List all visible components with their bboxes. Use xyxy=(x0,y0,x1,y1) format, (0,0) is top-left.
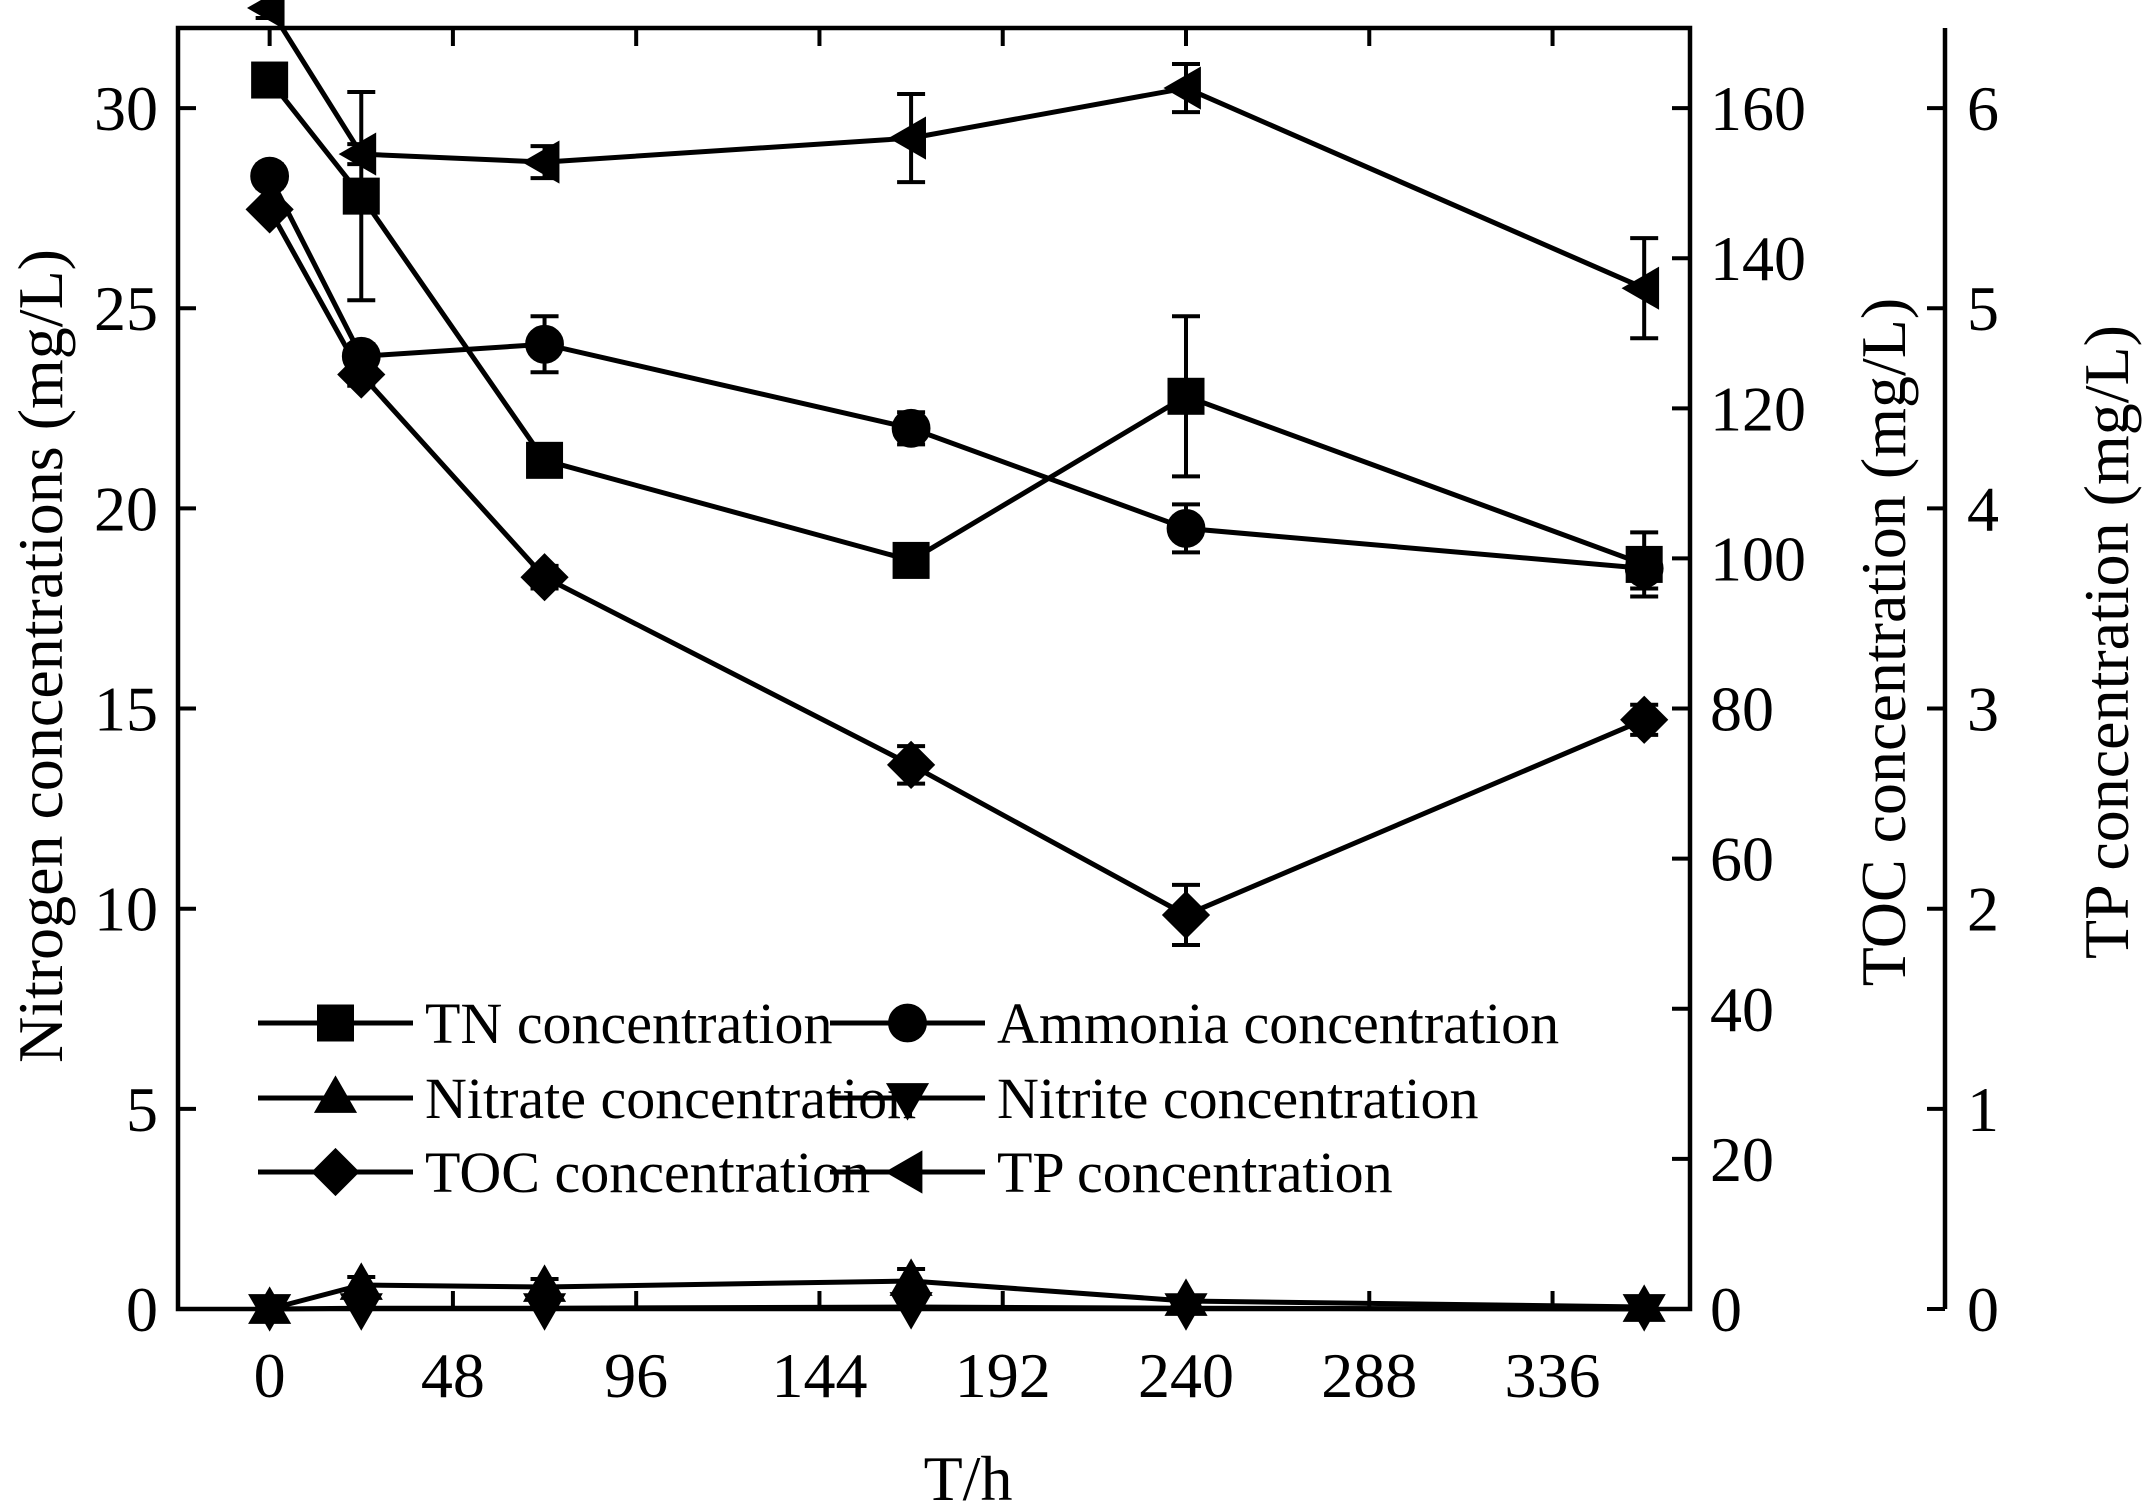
series-triangle-down xyxy=(248,1292,1666,1332)
legend-label: TOC concentration xyxy=(425,1140,870,1205)
y-axis-title-left: Nitrogen concentrations (mg/L) xyxy=(5,249,76,1063)
x-tick-label: 96 xyxy=(604,1340,668,1411)
y-toc-tick-label: 40 xyxy=(1710,974,1774,1045)
series-line xyxy=(267,208,1646,918)
x-tick-label: 0 xyxy=(254,1340,286,1411)
y-axis-title-tp: TP concentration (mg/L) xyxy=(2071,325,2142,959)
y-left-tick-label: 20 xyxy=(94,473,158,544)
legend-label: Nitrite concentration xyxy=(997,1066,1479,1131)
legend-marker xyxy=(885,1083,930,1121)
series-line xyxy=(267,78,1646,567)
y-left-tick-label: 0 xyxy=(126,1274,158,1345)
y-toc-tick-label: 0 xyxy=(1710,1274,1742,1345)
y-toc-tick-label: 120 xyxy=(1710,373,1806,444)
y-axis-title-toc: TOC concentration (mg/L) xyxy=(1848,298,1919,986)
data-point xyxy=(247,0,285,30)
legend-item: Nitrite concentration xyxy=(830,1066,1479,1131)
legend-item: TN concentration xyxy=(258,991,832,1056)
x-tick-label: 336 xyxy=(1505,1340,1601,1411)
series-triangle-left xyxy=(247,0,1660,341)
y-tp-tick-label: 1 xyxy=(1967,1074,1999,1145)
data-point xyxy=(889,1292,933,1330)
series-group xyxy=(245,0,1669,1332)
data-point xyxy=(1622,1294,1666,1332)
data-point xyxy=(521,140,560,184)
x-tick-label: 144 xyxy=(771,1340,867,1411)
series-line xyxy=(269,1304,1645,1312)
data-point xyxy=(886,740,936,789)
legend-marker xyxy=(888,1003,927,1043)
series-line xyxy=(267,6,1646,291)
y-toc-tick-label: 80 xyxy=(1710,674,1774,745)
x-tick-label: 240 xyxy=(1138,1340,1234,1411)
legend-marker xyxy=(313,1075,358,1113)
x-tick-label: 288 xyxy=(1321,1340,1417,1411)
data-point xyxy=(891,408,931,448)
y-left-tick-label: 5 xyxy=(126,1074,158,1145)
legend-label: TN concentration xyxy=(425,991,832,1056)
data-point xyxy=(338,132,377,176)
data-point xyxy=(1166,508,1206,548)
y-tp-tick-label: 0 xyxy=(1967,1274,1999,1345)
legend-marker xyxy=(884,1150,923,1194)
data-point xyxy=(526,441,564,479)
y-toc-tick-label: 160 xyxy=(1710,73,1806,144)
legend-item: TP concentration xyxy=(830,1140,1393,1205)
data-point xyxy=(1620,695,1669,744)
data-point xyxy=(888,116,926,160)
y-left-tick-label: 30 xyxy=(94,73,158,144)
y-tp-tick-label: 3 xyxy=(1967,674,1999,745)
data-point xyxy=(1163,66,1201,110)
legend-item: Ammonia concentration xyxy=(830,991,1559,1056)
y-tp-tick-label: 2 xyxy=(1967,874,1999,945)
data-point xyxy=(1621,266,1660,310)
series-diamond xyxy=(245,185,1669,947)
y-tp-tick-label: 4 xyxy=(1967,473,1999,544)
data-point xyxy=(1167,377,1205,415)
legend-label: TP concentration xyxy=(997,1140,1393,1205)
data-point xyxy=(889,1258,933,1296)
legend-label: Ammonia concentration xyxy=(997,991,1559,1056)
x-tick-label: 48 xyxy=(421,1340,485,1411)
y-tp-tick-label: 5 xyxy=(1967,273,1999,344)
data-point xyxy=(522,1293,567,1331)
legend-item: TOC concentration xyxy=(258,1140,870,1205)
legend-marker xyxy=(311,1147,360,1197)
legend: TN concentration Ammonia concentration Nit… xyxy=(258,991,1559,1205)
y-toc-tick-label: 20 xyxy=(1710,1124,1774,1195)
data-point xyxy=(1161,890,1211,940)
x-tick-label: 192 xyxy=(955,1340,1051,1411)
data-point xyxy=(1624,549,1664,588)
y-left-tick-label: 25 xyxy=(94,273,158,344)
y-left-tick-label: 15 xyxy=(94,674,158,745)
data-point xyxy=(520,553,569,602)
data-point xyxy=(892,541,930,579)
x-axis-title: T/h xyxy=(924,1443,1013,1508)
y-toc-tick-label: 100 xyxy=(1710,523,1806,594)
data-point xyxy=(245,185,294,234)
legend-marker xyxy=(317,1004,354,1042)
y-toc-tick-label: 140 xyxy=(1710,223,1806,294)
data-point xyxy=(248,1294,292,1332)
data-point xyxy=(525,324,564,364)
y-left-tick-label: 10 xyxy=(94,874,158,945)
series-line xyxy=(267,174,1645,571)
data-point xyxy=(339,1293,383,1331)
data-point xyxy=(342,177,380,215)
data-point xyxy=(1164,1293,1208,1331)
legend-item: Nitrate concentration xyxy=(258,1066,916,1131)
data-point xyxy=(337,350,386,399)
series-square xyxy=(251,61,1663,599)
y-tp-tick-label: 6 xyxy=(1967,73,1999,144)
axes-group: 0 48 96 144 192 240 288 33605101520253002040608… xyxy=(94,25,1999,1411)
y-toc-tick-label: 60 xyxy=(1710,824,1774,895)
series-circle xyxy=(250,156,1664,591)
series-triangle-up xyxy=(248,1258,1666,1324)
data-point xyxy=(251,61,289,99)
